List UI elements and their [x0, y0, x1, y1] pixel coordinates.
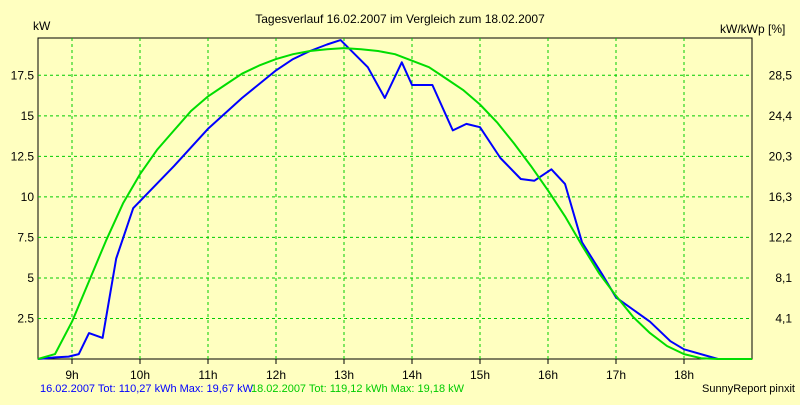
footer-series2-stats: 18.02.2007 Tot: 119,12 kWh Max: 19,18 kW: [251, 383, 465, 395]
footer-series1-stats: 16.02.2007 Tot: 110,27 kWh Max: 19,67 kW: [40, 383, 254, 395]
y-left-tick-label: 10: [21, 190, 35, 204]
series-layer: [37, 39, 752, 360]
x-tick-label: 16h: [538, 368, 558, 382]
y-axis-left-label: kW: [33, 19, 51, 33]
x-tick-label: 11h: [198, 368, 217, 382]
y-right-tick-label: 4,1: [775, 311, 792, 325]
plot-frame: [37, 37, 753, 360]
y-right-tick-label: 16,3: [769, 190, 793, 204]
chart-title: Tagesverlauf 16.02.2007 im Vergleich zum…: [255, 12, 545, 26]
x-tick-label: 10h: [130, 368, 150, 382]
y-right-tick-label: 20,3: [769, 149, 793, 163]
footer-credit: SunnyReport pinxit: [702, 383, 795, 395]
x-tick-label: 9h: [65, 368, 78, 382]
x-tick-label: 13h: [334, 368, 354, 382]
series-line-2: [37, 47, 752, 360]
series-line-1: [37, 39, 752, 360]
x-tick-label: 18h: [674, 368, 694, 382]
y-left-tick-label: 15: [21, 109, 35, 123]
y-left-tick-label: 17.5: [11, 68, 35, 82]
tick-layer: 9h 10h 11h 12h 13h 14h 15h 16h 17h 18h 2.5 4,1 5 8,1 7…: [11, 68, 793, 382]
x-tick-label: 15h: [470, 368, 490, 382]
y-left-tick-label: 12.5: [11, 149, 35, 163]
y-axis-right-label: kW/kWp [%]: [720, 22, 785, 36]
y-left-tick-label: 5: [27, 271, 34, 285]
x-tick-label: 12h: [266, 368, 286, 382]
y-left-tick-label: 2.5: [17, 311, 34, 325]
x-tick-label: 17h: [606, 368, 626, 382]
y-right-tick-label: 8,1: [775, 271, 792, 285]
y-right-tick-label: 12,2: [769, 230, 793, 244]
x-tick-label: 14h: [402, 368, 422, 382]
y-right-tick-label: 28,5: [769, 68, 793, 82]
y-left-tick-label: 7.5: [17, 230, 34, 244]
grid-layer: [38, 38, 752, 359]
y-right-tick-label: 24,4: [769, 109, 793, 123]
